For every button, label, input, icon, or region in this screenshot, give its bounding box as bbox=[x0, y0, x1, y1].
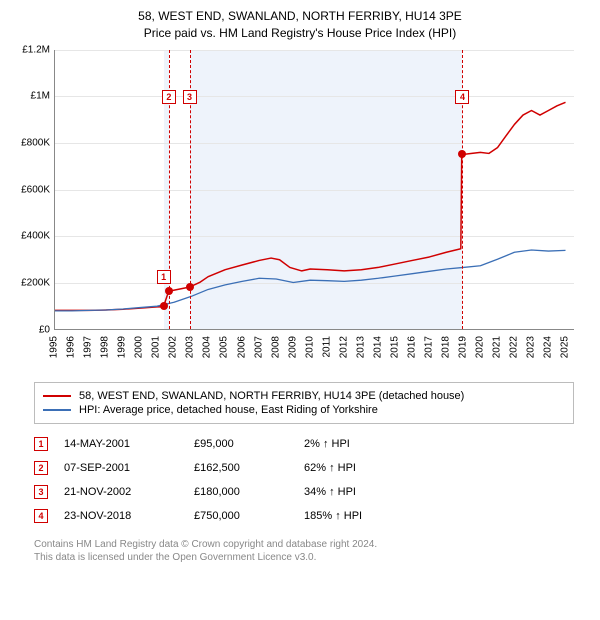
transaction-date: 14-MAY-2001 bbox=[64, 438, 194, 450]
x-tick-label: 2001 bbox=[151, 336, 162, 358]
event-badge: 1 bbox=[157, 270, 171, 284]
x-tick-label: 2007 bbox=[253, 336, 264, 358]
y-tick-label: £1.2M bbox=[22, 44, 50, 55]
x-tick-label: 2022 bbox=[509, 336, 520, 358]
x-tick-label: 2008 bbox=[270, 336, 281, 358]
y-axis: £0£200K£400K£600K£800K£1M£1.2M bbox=[12, 50, 52, 330]
transaction-row: 2 07-SEP-2001£162,50062% ↑ HPI bbox=[34, 456, 574, 480]
x-tick-label: 1996 bbox=[66, 336, 77, 358]
transaction-change: 34% ↑ HPI bbox=[304, 486, 574, 498]
x-tick-label: 2021 bbox=[492, 336, 503, 358]
transaction-price: £95,000 bbox=[194, 438, 304, 450]
title-line-2: Price paid vs. HM Land Registry's House … bbox=[12, 25, 588, 42]
x-tick-label: 2014 bbox=[372, 336, 383, 358]
x-tick-label: 2017 bbox=[424, 336, 435, 358]
x-tick-label: 2012 bbox=[338, 336, 349, 358]
attribution-line-2: This data is licensed under the Open Gov… bbox=[34, 551, 574, 565]
legend-label: HPI: Average price, detached house, East… bbox=[79, 404, 378, 416]
y-tick-label: £400K bbox=[21, 231, 50, 242]
transaction-row: 1 14-MAY-2001£95,0002% ↑ HPI bbox=[34, 432, 574, 456]
x-tick-label: 1997 bbox=[83, 336, 94, 358]
x-tick-label: 2018 bbox=[441, 336, 452, 358]
y-tick-label: £0 bbox=[39, 324, 50, 335]
x-tick-label: 2015 bbox=[389, 336, 400, 358]
attribution: Contains HM Land Registry data © Crown c… bbox=[34, 538, 574, 565]
x-tick-label: 2006 bbox=[236, 336, 247, 358]
x-tick-label: 2020 bbox=[475, 336, 486, 358]
transaction-change: 2% ↑ HPI bbox=[304, 438, 574, 450]
transaction-badge: 3 bbox=[34, 485, 48, 499]
title-line-1: 58, WEST END, SWANLAND, NORTH FERRIBY, H… bbox=[12, 8, 588, 25]
event-badge: 2 bbox=[162, 90, 176, 104]
legend-swatch bbox=[43, 395, 71, 397]
transactions-table: 114-MAY-2001£95,0002% ↑ HPI207-SEP-2001£… bbox=[34, 432, 574, 528]
transaction-row: 3 21-NOV-2002£180,00034% ↑ HPI bbox=[34, 480, 574, 504]
transaction-change: 185% ↑ HPI bbox=[304, 510, 574, 522]
transaction-badge: 4 bbox=[34, 509, 48, 523]
sale-marker bbox=[458, 150, 466, 158]
x-tick-label: 2025 bbox=[560, 336, 571, 358]
attribution-line-1: Contains HM Land Registry data © Crown c… bbox=[34, 538, 574, 552]
legend-row: 58, WEST END, SWANLAND, NORTH FERRIBY, H… bbox=[43, 389, 565, 403]
event-badge: 4 bbox=[455, 90, 469, 104]
x-axis: 1995199619971998199920002001200220032004… bbox=[54, 334, 574, 374]
x-tick-label: 2013 bbox=[355, 336, 366, 358]
transaction-price: £162,500 bbox=[194, 462, 304, 474]
x-tick-label: 2010 bbox=[304, 336, 315, 358]
x-tick-label: 2016 bbox=[407, 336, 418, 358]
x-tick-label: 2002 bbox=[168, 336, 179, 358]
x-tick-label: 1995 bbox=[49, 336, 60, 358]
transaction-date: 23-NOV-2018 bbox=[64, 510, 194, 522]
transaction-row: 4 23-NOV-2018£750,000185% ↑ HPI bbox=[34, 504, 574, 528]
y-tick-label: £200K bbox=[21, 277, 50, 288]
x-tick-label: 2000 bbox=[134, 336, 145, 358]
x-tick-label: 2024 bbox=[543, 336, 554, 358]
transaction-change: 62% ↑ HPI bbox=[304, 462, 574, 474]
x-tick-label: 2005 bbox=[219, 336, 230, 358]
x-tick-label: 1998 bbox=[100, 336, 111, 358]
legend-row: HPI: Average price, detached house, East… bbox=[43, 403, 565, 417]
series-property bbox=[55, 102, 566, 310]
title-block: 58, WEST END, SWANLAND, NORTH FERRIBY, H… bbox=[12, 8, 588, 42]
transaction-badge: 1 bbox=[34, 437, 48, 451]
sale-marker bbox=[165, 287, 173, 295]
transaction-badge: 2 bbox=[34, 461, 48, 475]
x-tick-label: 2003 bbox=[185, 336, 196, 358]
chart-area: £0£200K£400K£600K£800K£1M£1.2M 2341 bbox=[54, 50, 588, 330]
x-tick-label: 2019 bbox=[458, 336, 469, 358]
sale-marker bbox=[160, 302, 168, 310]
x-tick-label: 2009 bbox=[287, 336, 298, 358]
legend-swatch bbox=[43, 409, 71, 411]
x-tick-label: 1999 bbox=[117, 336, 128, 358]
sale-marker bbox=[186, 283, 194, 291]
series-hpi bbox=[55, 250, 566, 311]
plot-area: 23 4 1 bbox=[54, 50, 574, 330]
transaction-date: 07-SEP-2001 bbox=[64, 462, 194, 474]
event-badge: 3 bbox=[183, 90, 197, 104]
chart-container: 58, WEST END, SWANLAND, NORTH FERRIBY, H… bbox=[0, 0, 600, 577]
transaction-price: £750,000 bbox=[194, 510, 304, 522]
x-tick-label: 2004 bbox=[202, 336, 213, 358]
y-tick-label: £800K bbox=[21, 137, 50, 148]
transaction-date: 21-NOV-2002 bbox=[64, 486, 194, 498]
chart-svg bbox=[55, 50, 574, 329]
legend: 58, WEST END, SWANLAND, NORTH FERRIBY, H… bbox=[34, 382, 574, 424]
x-tick-label: 2011 bbox=[321, 336, 332, 358]
transaction-price: £180,000 bbox=[194, 486, 304, 498]
y-tick-label: £1M bbox=[31, 91, 50, 102]
legend-label: 58, WEST END, SWANLAND, NORTH FERRIBY, H… bbox=[79, 390, 464, 402]
y-tick-label: £600K bbox=[21, 184, 50, 195]
x-tick-label: 2023 bbox=[526, 336, 537, 358]
